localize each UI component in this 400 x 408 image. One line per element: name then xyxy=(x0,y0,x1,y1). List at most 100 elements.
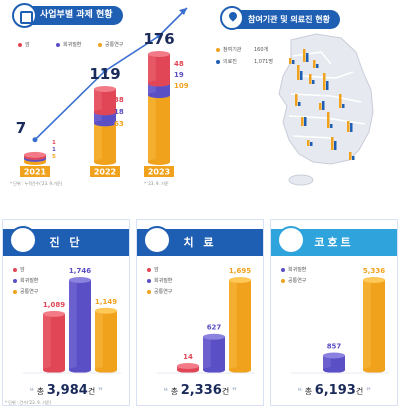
diagnosis-chart: 1,089 1,746 1,149 xyxy=(23,267,121,374)
panel-title-institutions: 참여기관 및 의료진 현황 xyxy=(220,6,340,30)
bar-공통연구-base xyxy=(95,367,117,373)
map-bar-doctor xyxy=(342,104,345,108)
cohort-total: ❝ 총 6,193건 ❞ xyxy=(297,383,371,398)
map-bar-institution xyxy=(331,137,334,150)
bar-2022-s2-base xyxy=(94,159,116,165)
series-label-2022-2: 63 xyxy=(114,120,124,128)
map-bar-doctor xyxy=(316,64,319,68)
bar-공통연구 xyxy=(95,310,117,370)
total-label-2023: 176 xyxy=(143,30,174,48)
bar-2023-s1-shade xyxy=(148,83,156,96)
bar-공통연구-top xyxy=(95,307,117,314)
bar-암-top xyxy=(43,310,65,317)
legend-common: 공통연구 xyxy=(281,276,306,287)
people-icon xyxy=(277,226,305,254)
bar-2023-s0 xyxy=(148,54,170,84)
bar-희귀질환-shade xyxy=(323,355,331,370)
trend-point xyxy=(156,33,162,39)
map-bar-doctor xyxy=(352,156,355,160)
year-label-2023: 2023 xyxy=(148,168,170,177)
series-label-2022-0: 38 xyxy=(114,96,124,104)
card-diagnosis-legend: 암 희귀질환 공통연구 xyxy=(13,265,38,298)
map-bar-doctor xyxy=(334,141,337,150)
bar-희귀질환 xyxy=(69,280,91,370)
series-label-2023-0: 48 xyxy=(174,60,184,68)
map-bar-doctor xyxy=(326,81,329,90)
cohort-chart: 857 5,336 xyxy=(291,267,389,374)
map-bar-institution xyxy=(323,73,326,90)
legend-common: 공통연구 xyxy=(98,41,123,49)
card-cohort-header: 코호트 xyxy=(271,226,397,256)
value-label-공통연구: 1,695 xyxy=(229,267,251,275)
legend-rare: 희귀질환 xyxy=(13,276,38,287)
map-bar-institution xyxy=(339,94,342,108)
bar-희귀질환-top xyxy=(69,277,91,283)
series-label-2023-2: 109 xyxy=(174,82,189,90)
panel-title-projects: 사업부별 과제 현황 xyxy=(12,3,123,28)
location-pin-icon xyxy=(220,6,244,30)
map-bar-institution xyxy=(313,60,316,68)
bar-2022-s2 xyxy=(94,123,116,162)
treatment-chart: 14 627 1,695 xyxy=(157,267,255,374)
map-bar-doctor xyxy=(306,53,309,62)
value-label-희귀질환: 857 xyxy=(327,343,342,351)
bar-2022-s0-base xyxy=(94,109,116,116)
value-label-공통연구: 5,336 xyxy=(363,267,385,275)
map-bar-institution xyxy=(295,94,298,106)
map-bar-doctor xyxy=(310,142,313,146)
medicine-bottle-icon xyxy=(143,226,171,254)
bar-희귀질환-shade xyxy=(203,336,211,370)
map-bar-doctor xyxy=(322,101,325,110)
korea-map xyxy=(278,33,374,186)
bar-공통연구-shade xyxy=(229,280,237,370)
legend-rare: 희귀질환 xyxy=(147,276,172,287)
bar-2023-s2-base xyxy=(148,159,170,165)
note-left: * 단위 : 누적건수('23. 9.기준) xyxy=(10,181,63,186)
map-bar-doctor xyxy=(292,60,295,64)
map-bar-institution xyxy=(347,121,350,132)
map-bar-doctor xyxy=(350,123,353,132)
series-label-2023-1: 19 xyxy=(174,71,184,79)
bar-공통연구-shade xyxy=(95,310,103,370)
bar-공통연구 xyxy=(229,280,251,370)
bar-공통연구-top xyxy=(363,277,385,283)
treatment-total: ❝ 총 2,336건 ❞ xyxy=(163,383,237,398)
bar-공통연구-shade xyxy=(363,280,371,370)
bar-희귀질환 xyxy=(203,336,225,370)
card-cohort-legend: 희귀질환 공통연구 xyxy=(281,265,306,287)
map-bar-institution xyxy=(349,152,352,160)
year-badge-2021 xyxy=(20,166,50,177)
bar-2022-s1 xyxy=(94,112,116,124)
map-bar-doctor xyxy=(312,80,315,84)
bar-2022-s0 xyxy=(94,88,116,113)
chart-legend: 암 희귀질환 공통연구 xyxy=(8,41,198,55)
bar-2023-s2 xyxy=(148,95,170,162)
bar-2022-s0-top xyxy=(94,85,116,92)
bar-2023-s0-top xyxy=(148,51,170,57)
bar-희귀질환 xyxy=(323,355,345,370)
bar-공통연구-base xyxy=(363,367,385,373)
map-bar-institution xyxy=(319,103,322,110)
card-diagnosis: 진 단 암 희귀질환 공통연구 1,089 1,746 1,149 ❝ 총 3,98… xyxy=(2,219,130,406)
bar-2022-s0-shade xyxy=(94,88,102,113)
bar-2023-s1 xyxy=(148,83,170,96)
legend-common: 공통연구 xyxy=(13,287,38,298)
stacked-bar-panel: 사업부별 과제 현황 암 희귀질환 공통연구 7 2021 1 1 5 119 2022 38… xyxy=(2,2,202,188)
bar-2021-s0-top xyxy=(24,151,46,158)
value-label-공통연구: 1,149 xyxy=(95,298,117,306)
card-treatment-legend: 암 희귀질환 공통연구 xyxy=(147,265,172,298)
year-label-2022: 2022 xyxy=(94,168,116,177)
card-diagnosis-header: 진 단 xyxy=(3,226,129,256)
map-bar-doctor xyxy=(330,124,333,128)
total-label-2021: 7 xyxy=(16,119,26,137)
map-bar-doctor xyxy=(298,102,301,106)
legend-doctors: 의료진 1,071명 xyxy=(216,58,276,70)
bar-2022-s2-shade xyxy=(94,123,102,162)
map-bar-institution xyxy=(297,65,300,80)
bar-암-top xyxy=(177,363,199,369)
map-bar-doctor xyxy=(304,117,307,126)
trend-arrowhead xyxy=(179,8,187,15)
map-bar-institution xyxy=(307,140,310,146)
map-bar-institution xyxy=(289,58,292,64)
map-bar-institution xyxy=(309,74,312,84)
